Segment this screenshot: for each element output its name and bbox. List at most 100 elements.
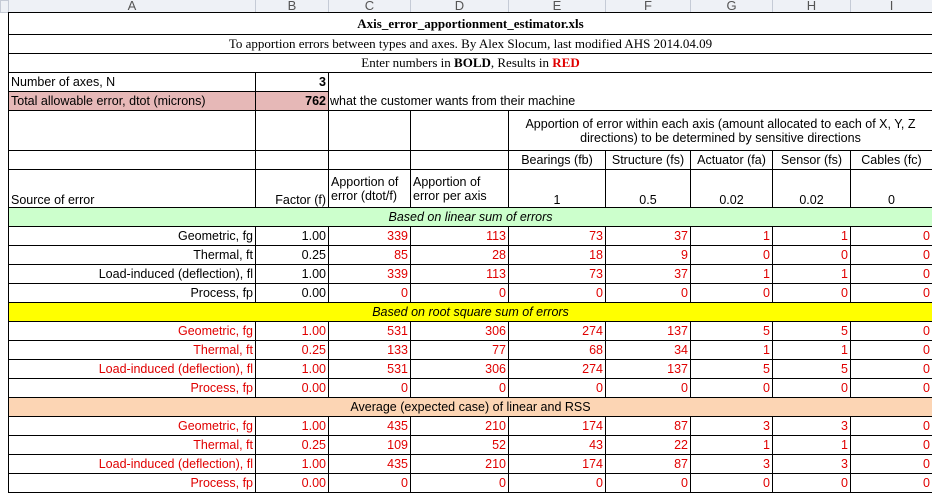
row-value: 34 [605,340,691,360]
row-value: 0 [410,283,509,303]
row-value: 1.00 [255,226,329,246]
row-value: 339 [328,226,411,246]
row-value: 18 [508,245,606,265]
row-value: 3 [690,416,773,436]
row-value: 435 [328,416,411,436]
axis-weight: 0 [850,169,932,208]
row-value: 0 [410,378,509,398]
row-value: 0 [850,245,932,265]
row-value: 0 [508,473,606,493]
header-cell [8,110,256,151]
row-value: 0 [850,321,932,341]
row-value: 0 [850,454,932,474]
row-label: Load-induced (deflection), fl [8,264,256,284]
instruction-text: Enter numbers in [361,55,455,70]
input-label: Total allowable error, dtot (microns) [8,91,256,111]
row-value: 0.00 [255,378,329,398]
header-cell [328,110,411,151]
row-value: 0 [605,473,691,493]
header-cell [410,150,509,170]
row-value: 0 [605,378,691,398]
row-value: 1 [690,264,773,284]
row-value: 137 [605,359,691,379]
row-value: 0 [850,340,932,360]
row-value: 0 [772,473,851,493]
row-value: 85 [328,245,411,265]
sheet-subtitle: To apportion errors between types and ax… [8,34,932,54]
row-value: 68 [508,340,606,360]
row-value: 0 [410,473,509,493]
row-value: 37 [605,264,691,284]
row-value: 0 [772,283,851,303]
row-value: 73 [508,264,606,284]
row-value: 1 [772,264,851,284]
row-label: Geometric, fg [8,416,256,436]
row-value: 0 [850,473,932,493]
axis-component: Sensor (fs) [772,150,851,170]
row-value: 0 [850,226,932,246]
row-value: 37 [605,226,691,246]
row-value: 0.25 [255,245,329,265]
section-title: Based on root square sum of errors [8,302,932,322]
instruction-red: RED [552,55,580,70]
row-value: 5 [690,321,773,341]
axis-component: Cables (fc) [850,150,932,170]
row-value: 0.00 [255,283,329,303]
input-value: 762 [255,91,329,111]
row-value: 52 [410,435,509,455]
row-value: 1.00 [255,454,329,474]
row-label: Thermal, ft [8,245,256,265]
row-value: 3 [690,454,773,474]
row-value: 210 [410,416,509,436]
row-label: Geometric, fg [8,321,256,341]
row-value: 73 [508,226,606,246]
row-value: 133 [328,340,411,360]
row-value: 0 [328,473,411,493]
row-value: 0.25 [255,340,329,360]
row-value: 339 [328,264,411,284]
row-label: Process, fp [8,283,256,303]
sheet-title: Axis_error_apportionment_estimator.xls [8,12,932,35]
row-value: 1.00 [255,416,329,436]
row-value: 0 [772,245,851,265]
row-value: 87 [605,416,691,436]
row-value: 5 [690,359,773,379]
header-cell [255,110,329,151]
axis-weight: 0.5 [605,169,691,208]
row-label: Thermal, ft [8,340,256,360]
row-label: Geometric, fg [8,226,256,246]
apportion-axis-header: Apportion of error per axis [410,169,509,208]
factor-header: Factor (f) [255,169,329,208]
instruction-text: , Results in [490,55,553,70]
row-label: Process, fp [8,473,256,493]
input-value: 3 [255,72,329,92]
row-value: 0 [605,283,691,303]
row-value: 306 [410,321,509,341]
row-value: 5 [772,359,851,379]
section-title: Average (expected case) of linear and RS… [8,397,932,417]
row-value: 87 [605,454,691,474]
row-value: 0.00 [255,473,329,493]
row-value: 0 [850,283,932,303]
row-value: 3 [772,416,851,436]
row-value: 1.00 [255,321,329,341]
row-value: 0 [850,435,932,455]
row-value: 306 [410,359,509,379]
axis-weight: 1 [508,169,606,208]
row-value: 113 [410,226,509,246]
row-value: 28 [410,245,509,265]
header-cell [8,150,256,170]
row-value: 77 [410,340,509,360]
row-value: 210 [410,454,509,474]
instruction: Enter numbers in BOLD, Results in RED [8,53,932,73]
row-value: 0 [508,378,606,398]
row-value: 113 [410,264,509,284]
row-value: 174 [508,454,606,474]
row-value: 0 [850,359,932,379]
row-value: 0 [328,283,411,303]
axis-component: Bearings (fb) [508,150,606,170]
row-value: 531 [328,359,411,379]
row-value: 1 [690,226,773,246]
source-header: Source of error [8,169,256,208]
row-value: 0 [328,378,411,398]
